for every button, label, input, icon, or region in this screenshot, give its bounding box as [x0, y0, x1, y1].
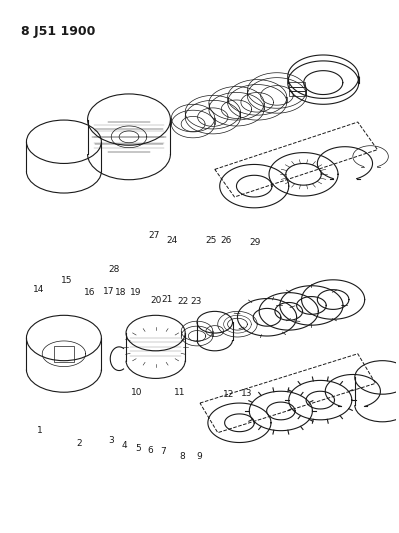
Text: 11: 11 [174, 388, 186, 397]
Text: 29: 29 [249, 238, 260, 247]
Text: 13: 13 [241, 389, 253, 398]
Text: 3: 3 [108, 436, 114, 445]
Text: 23: 23 [191, 297, 202, 306]
Bar [54, 346, 74, 362]
Text: 8: 8 [179, 452, 185, 461]
Text: 15: 15 [61, 276, 72, 285]
Text: 9: 9 [197, 452, 202, 461]
Text: 16: 16 [84, 288, 96, 297]
Text: 28: 28 [109, 265, 120, 274]
Text: 19: 19 [130, 288, 142, 297]
Bar [289, 92, 304, 96]
Text: 6: 6 [148, 446, 153, 455]
Text: 2: 2 [77, 439, 82, 448]
Text: 24: 24 [166, 237, 178, 246]
Text: 1: 1 [37, 426, 43, 435]
Text: 7: 7 [160, 447, 166, 456]
Text: 12: 12 [223, 390, 235, 399]
Bar [289, 82, 304, 86]
Text: 8 J51 1900: 8 J51 1900 [20, 26, 95, 38]
Text: 18: 18 [115, 288, 126, 297]
Text: 22: 22 [177, 297, 189, 306]
Bar [289, 86, 304, 92]
Text: 26: 26 [221, 237, 232, 246]
Text: 10: 10 [131, 388, 142, 397]
Text: 17: 17 [103, 287, 114, 296]
Text: 14: 14 [33, 285, 45, 294]
Text: 25: 25 [205, 237, 217, 246]
Text: 20: 20 [150, 296, 162, 305]
Text: 5: 5 [136, 444, 141, 453]
Text: 27: 27 [148, 231, 160, 240]
Text: 21: 21 [162, 295, 173, 304]
Text: 4: 4 [122, 441, 128, 450]
